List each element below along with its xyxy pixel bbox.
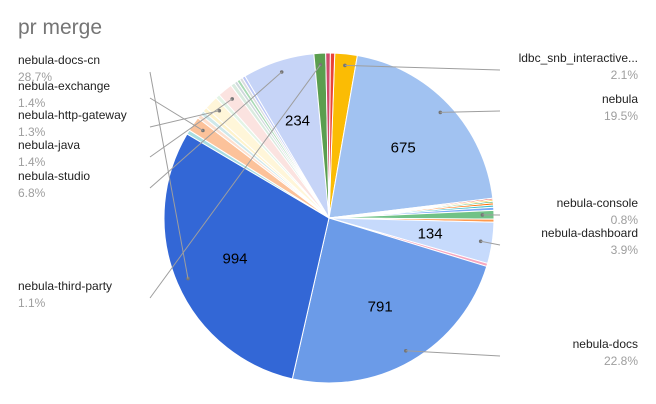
pie-slices <box>163 52 495 384</box>
legend-pct-nebula-exchange: 1.4% <box>18 96 46 110</box>
legend-name-nebula-dashboard: nebula-dashboard <box>541 226 638 240</box>
legend-name-nebula-exchange: nebula-exchange <box>18 79 110 93</box>
legend-name-nebula-java: nebula-java <box>18 138 80 152</box>
legend-name-nebula-docs-cn: nebula-docs-cn <box>18 53 100 67</box>
callout-line-nebula <box>440 110 501 113</box>
legend-pct-nebula-docs-cn: 28.7% <box>18 70 52 84</box>
legend-pct-nebula-http-gateway: 1.3% <box>18 125 46 139</box>
data-label-nebula-dashboard: 134 <box>418 226 443 243</box>
callout-line-nebula-java <box>149 98 233 158</box>
pie-slice-nebula <box>328 54 494 219</box>
callout-line-nebula-docs <box>405 350 501 357</box>
callout-line-nebula-exchange <box>149 97 204 131</box>
callout-line-nebula-studio <box>149 71 283 189</box>
legend-pct-nebula-console: 0.8% <box>611 213 639 227</box>
legend-pct-ldbc-snb-interactive: 2.1% <box>611 68 639 82</box>
callout-line-nebula-http-gateway <box>149 110 220 128</box>
legend-pct-nebula-docs: 22.8% <box>604 354 638 368</box>
callout-dot-nebula-docs-cn <box>186 276 190 281</box>
legend-name-nebula-http-gateway: nebula-http-gateway <box>18 108 127 122</box>
legend-pct-nebula-third-party: 1.1% <box>18 296 46 310</box>
pie-legend-callouts: ldbc_snb_interactive... 2.1% nebula 19.5% ne… <box>18 51 638 368</box>
legend-name-ldbc-snb-interactive: ldbc_snb_interactive... <box>519 51 638 65</box>
legend-pct-nebula-studio: 6.8% <box>18 186 46 200</box>
legend-name-nebula-studio: nebula-studio <box>18 169 90 183</box>
callout-line-nebula-third-party <box>149 64 321 299</box>
legend-name-nebula: nebula <box>602 92 638 106</box>
legend-pct-nebula-dashboard: 3.9% <box>611 243 639 257</box>
pie-data-labels: 675 134 791 994 234 <box>222 113 442 316</box>
legend-name-nebula-docs: nebula-docs <box>573 337 638 351</box>
pie-slice-nebula-docs <box>291 217 488 384</box>
legend-pct-nebula-java: 1.4% <box>18 155 46 169</box>
legend-pct-nebula: 19.5% <box>604 109 638 123</box>
data-label-nebula-docs-cn: 994 <box>222 250 247 267</box>
callout-line-nebula-docs-cn <box>149 71 189 279</box>
pie-slice-30 <box>328 52 336 219</box>
callout-line-ldbc-snb-interactive <box>344 64 501 71</box>
data-label-nebula-studio: 234 <box>285 113 310 130</box>
legend-name-nebula-console: nebula-console <box>557 196 639 210</box>
pie-slice-nebula-docs-cn <box>163 133 330 380</box>
legend-name-nebula-third-party: nebula-third-party <box>18 279 112 293</box>
callout-line-nebula-dashboard <box>480 240 501 246</box>
data-label-nebula: 675 <box>391 140 416 157</box>
chart-title: pr merge <box>18 16 103 39</box>
data-label-nebula-docs: 791 <box>368 299 393 316</box>
